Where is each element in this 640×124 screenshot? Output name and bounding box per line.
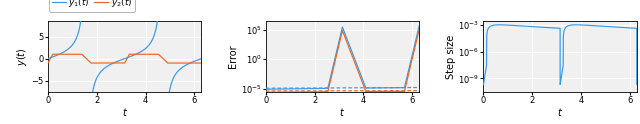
Y-axis label: $y(t)$: $y(t)$ (15, 47, 29, 66)
X-axis label: $t$: $t$ (339, 106, 346, 118)
Legend: $y_1(t)$, $y_2(t)$: $y_1(t)$, $y_2(t)$ (49, 0, 135, 12)
X-axis label: $t$: $t$ (557, 106, 563, 118)
Y-axis label: Error: Error (228, 45, 238, 68)
X-axis label: $t$: $t$ (122, 106, 128, 118)
Y-axis label: Step size: Step size (445, 34, 456, 78)
